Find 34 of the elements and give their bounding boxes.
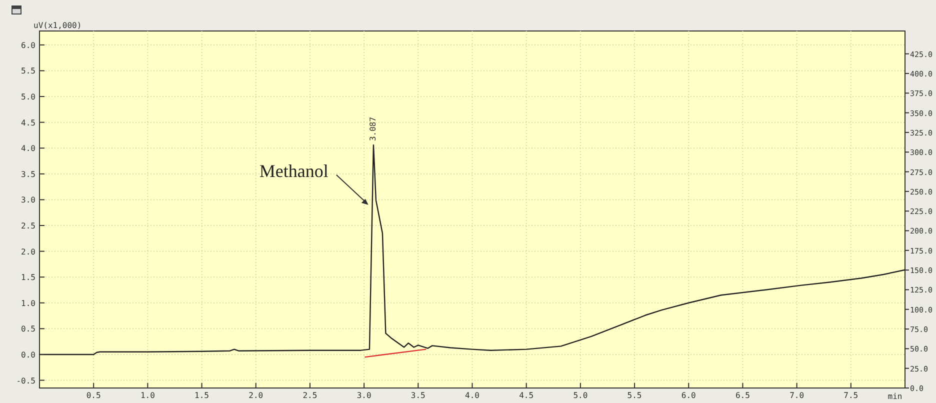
- x-tick-label: 4.5: [519, 391, 534, 400]
- y-tick-label: 0.5: [21, 324, 36, 334]
- y-axis-title: uV(x1,000): [34, 21, 82, 30]
- annotation: Methanol: [259, 160, 328, 181]
- y-tick-label: 5.5: [21, 66, 36, 76]
- x-tick-label: 3.0: [356, 391, 372, 400]
- y-tick-label: 4.5: [21, 118, 36, 128]
- y-tick-label: 3.5: [21, 170, 36, 179]
- x-tick-label: 5.0: [573, 391, 588, 400]
- x-tick-label: 4.0: [465, 391, 480, 400]
- y-tick-label: -0.5: [16, 376, 36, 386]
- x-tick-label: 2.5: [302, 391, 318, 400]
- y-tick-label: 2.5: [21, 221, 36, 230]
- x-axis-title: min: [888, 392, 902, 401]
- x-tick-label: 2.0: [248, 391, 264, 400]
- y-tick-label: 3.0: [21, 196, 36, 205]
- x-tick-label: 7.5: [844, 391, 858, 400]
- y-tick-label: 1.5: [21, 273, 36, 282]
- y-tick-label: 4.0: [21, 144, 36, 154]
- x-tick-label: 3.5: [410, 391, 426, 400]
- x-tick-label: 1.5: [194, 391, 210, 400]
- y-tick-label: 1.0: [21, 298, 36, 308]
- y-tick-label: 6.0: [21, 40, 36, 50]
- x-tick-label: 7.0: [790, 391, 804, 400]
- line-series: [38, 144, 906, 356]
- x-tick-label: 6.5: [735, 391, 750, 400]
- y-tick-label: 0.0: [21, 350, 36, 360]
- annotation: 3.087: [368, 116, 378, 142]
- x-tick-label: 5.5: [627, 391, 642, 400]
- x-tick-label: 1.0: [140, 391, 156, 400]
- y-tick-label: 5.0: [21, 92, 36, 102]
- x-tick-label: 6.0: [681, 391, 696, 400]
- y-tick-label: 2.0: [21, 247, 36, 256]
- x-tick-label: 0.5: [86, 391, 101, 400]
